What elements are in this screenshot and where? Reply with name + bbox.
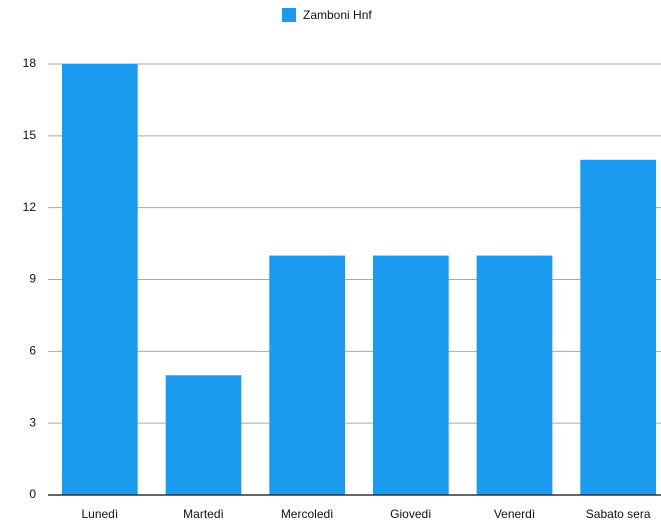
y-tick-label: 18 (23, 56, 37, 70)
legend-swatch (282, 8, 296, 22)
bar (372, 255, 449, 495)
y-tick-label: 9 (29, 272, 36, 286)
x-tick-label: Venerdì (494, 507, 535, 521)
y-tick-label: 15 (23, 128, 37, 142)
y-tick-label: 3 (29, 415, 36, 429)
bar (476, 255, 553, 495)
legend-label: Zamboni Hnf (303, 8, 372, 22)
x-tick-label: Sabato sera (586, 507, 651, 521)
y-tick-label: 0 (29, 487, 36, 501)
bar (61, 64, 138, 495)
bar (269, 255, 346, 495)
x-tick-label: Lunedì (81, 507, 118, 521)
x-tick-label: Mercoledì (281, 507, 334, 521)
bar (580, 159, 657, 495)
bar (165, 375, 242, 495)
x-tick-label: Giovedì (390, 507, 431, 521)
x-tick-label: Martedì (183, 507, 224, 521)
y-tick-label: 12 (23, 200, 37, 214)
y-tick-label: 6 (29, 344, 36, 358)
